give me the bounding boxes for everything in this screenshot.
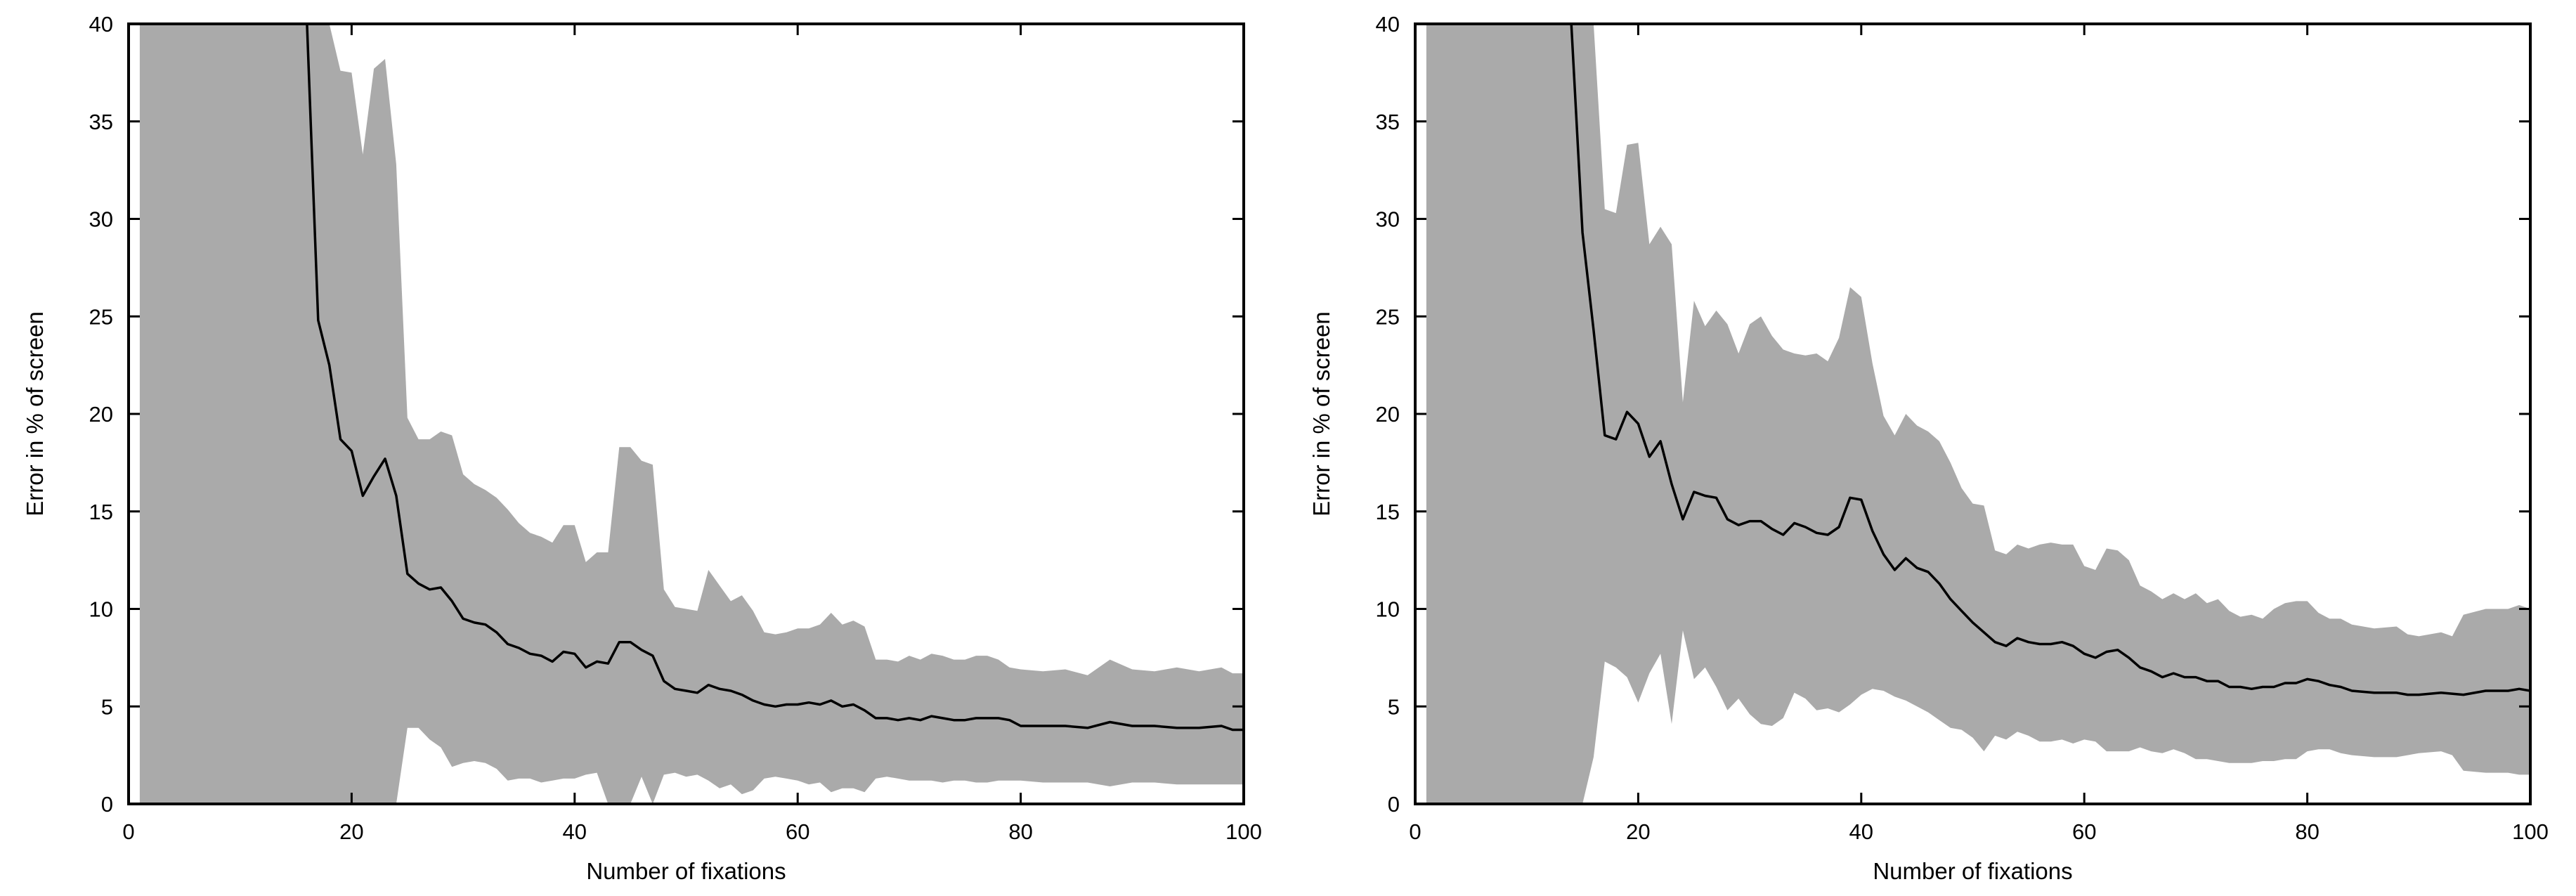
y-tick-label: 20 [1376, 402, 1400, 427]
error-band [139, 24, 1244, 804]
error-band [1426, 24, 2530, 804]
x-axis-label: Number of fixations [586, 858, 786, 884]
x-tick-label: 60 [2072, 819, 2096, 844]
x-tick-label: 40 [563, 819, 587, 844]
x-tick-label: 0 [1409, 819, 1421, 844]
x-tick-label: 40 [1849, 819, 1873, 844]
x-tick-label: 20 [1626, 819, 1650, 844]
y-tick-label: 20 [89, 402, 113, 427]
x-tick-label: 100 [2512, 819, 2549, 844]
x-tick-label: 100 [1225, 819, 1262, 844]
y-tick-label: 40 [1376, 12, 1400, 37]
y-tick-label: 15 [89, 500, 113, 524]
chart-panel-1: 0 20 40 60 80 100 0 5 10 15 20 25 30 35 40 Number of fi… [22, 12, 1262, 884]
y-tick-label: 35 [1376, 110, 1400, 134]
y-tick-label: 10 [89, 597, 113, 622]
x-tick-label: 80 [2295, 819, 2319, 844]
y-tick-label: 0 [1388, 792, 1400, 817]
x-axis-label: Number of fixations [1873, 858, 2072, 884]
y-tick-label: 0 [101, 792, 113, 817]
y-tick-label: 25 [1376, 304, 1400, 329]
y-tick-label: 5 [1388, 694, 1400, 719]
x-tick-label: 60 [786, 819, 809, 844]
y-tick-label: 30 [1376, 207, 1400, 232]
y-tick-label: 15 [1376, 500, 1400, 524]
mean-error-line [296, 24, 1244, 732]
y-tick-label: 40 [89, 12, 113, 37]
y-tick-label: 25 [89, 304, 113, 329]
x-tick-label: 20 [339, 819, 363, 844]
y-axis-label: Error in % of screen [22, 311, 48, 517]
x-tick-label: 80 [1008, 819, 1032, 844]
y-axis-label: Error in % of screen [1308, 311, 1334, 517]
y-tick-label: 30 [89, 207, 113, 232]
mean-error-line [1570, 24, 2530, 696]
y-tick-label: 35 [89, 110, 113, 134]
x-tick-label: 0 [122, 819, 134, 844]
y-tick-label: 10 [1376, 597, 1400, 622]
y-tick-label: 5 [101, 694, 113, 719]
